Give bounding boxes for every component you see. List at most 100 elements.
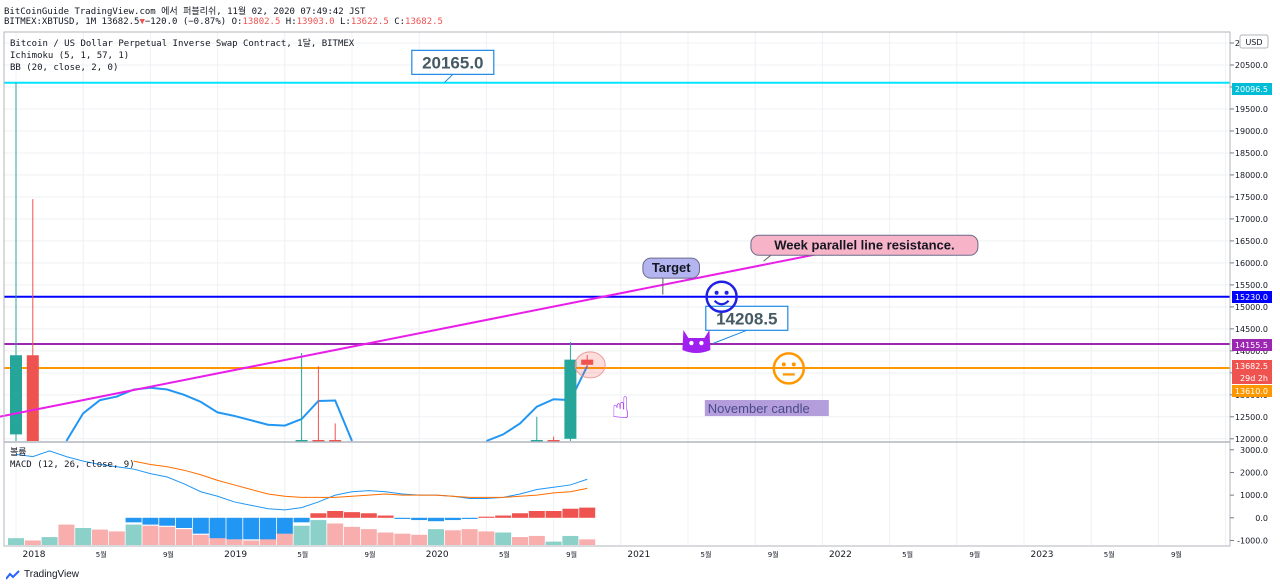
candle-body[interactable] [329, 440, 342, 442]
y-tick-label: 19000.0 [1235, 127, 1268, 136]
horizontal-lines[interactable] [4, 81, 1230, 369]
y-tick-label: 12000.0 [1235, 435, 1268, 444]
x-tick-label: 9월 [768, 550, 779, 559]
candle-body[interactable] [564, 359, 577, 439]
change-label: −120.0 (−0.87%) [144, 17, 227, 27]
volume-bar [562, 535, 579, 545]
legend-volume[interactable]: 볼륨 [10, 447, 27, 458]
price-callout-box[interactable] [411, 49, 495, 75]
y-tick-label: 16500.0 [1235, 237, 1268, 246]
y-tick-label: 16000.0 [1235, 259, 1268, 268]
symbol-label: BITMEX:XBTUSD, 1M 13682.5 [4, 17, 140, 27]
legend-macd[interactable]: MACD (12, 26, close, 9) [10, 460, 135, 470]
x-tick-label: 2019 [224, 550, 247, 560]
price-label-box [1232, 291, 1272, 303]
volume-bar [108, 531, 125, 545]
candles[interactable] [10, 82, 594, 442]
volume-bar [478, 531, 495, 545]
price-callout-box[interactable] [705, 305, 789, 331]
face-eye [781, 362, 786, 367]
down-arrow-icon: ▼ [139, 17, 145, 27]
price-label-box [1232, 372, 1272, 384]
cat-eye [699, 340, 704, 346]
x-tick-label: 2022 [829, 550, 852, 560]
volume-bar [495, 532, 512, 545]
x-tick-label: 9월 [163, 550, 174, 559]
volume-bar [209, 537, 226, 545]
x-tick-label: 5월 [96, 550, 107, 559]
x-tick-label: 5월 [902, 550, 913, 559]
trend-line[interactable] [0, 242, 873, 418]
price-label: 29d 2h [1240, 374, 1268, 383]
footer-brand[interactable]: TradingView [6, 569, 79, 580]
y-tick-label: 12500.0 [1235, 413, 1268, 422]
time-axis[interactable]: 2018 5월 9월 2019 5월 9월 2020 5월 9월 2021 5월 9월 2022 5월 9월… [23, 550, 1182, 560]
macd-bar [461, 517, 478, 519]
price-label: 13682.5 [1235, 362, 1268, 371]
currency-button[interactable]: USD [1239, 34, 1269, 49]
price-label-box [1232, 385, 1272, 397]
candle-body[interactable] [312, 440, 325, 442]
volume-bar [528, 535, 545, 545]
bollinger-line [65, 365, 589, 442]
macd-bar [344, 512, 360, 518]
face-mouth [713, 299, 730, 306]
x-tick-label: 9월 [566, 550, 577, 559]
callout-pointer [713, 329, 747, 344]
macd-bar [226, 517, 243, 540]
price-axis[interactable]: 21000.020500.020000.019500.019000.018500… [1230, 39, 1272, 545]
y-tick-label: 17500.0 [1235, 193, 1268, 202]
price-label: 20096.5 [1235, 85, 1268, 94]
volume-bar [411, 534, 428, 545]
x-tick-label: 2020 [426, 550, 449, 560]
annotations[interactable]: 20165.0 14208.5 Target Week parallel line r… [411, 49, 979, 417]
candle-body[interactable] [10, 355, 22, 435]
price-callout-text: 20165.0 [422, 53, 483, 72]
macd-pane [8, 450, 596, 545]
x-tick-label: 2018 [23, 550, 46, 560]
volume-bar [545, 541, 562, 545]
open-label: O: [231, 17, 243, 27]
legend-ichimoku[interactable]: Ichimoku (5, 1, 57, 1) [10, 51, 129, 61]
macd-bar [495, 515, 512, 518]
callout-pointer [763, 254, 772, 262]
candle-body[interactable] [26, 355, 39, 441]
cat-face-icon [682, 330, 711, 354]
face-eye [714, 290, 719, 295]
legend-title: Bitcoin / US Dollar Perpetual Inverse Sw… [10, 37, 355, 49]
label-callout-box[interactable] [642, 257, 701, 279]
macd-bar [428, 517, 444, 522]
volume-bar [310, 520, 327, 545]
close-value: 13682.5 [405, 17, 443, 27]
y-tick-label: 19500.0 [1235, 105, 1268, 114]
candle-body[interactable] [530, 440, 543, 442]
grid [4, 32, 1230, 545]
macd-bar [528, 511, 545, 518]
highlight-circle [574, 351, 606, 379]
macd-bar [327, 511, 344, 518]
legend-bb[interactable]: BB (20, close, 2, 0) [10, 63, 118, 73]
volume-bar [444, 530, 461, 545]
volume-bar [75, 528, 92, 545]
volume-bar [428, 529, 444, 545]
brand-name: TradingView [24, 569, 80, 580]
candle-body[interactable] [547, 440, 560, 442]
macd-bar [394, 517, 411, 519]
candle-body[interactable] [581, 359, 594, 365]
macd-bar [159, 517, 176, 526]
candle-body[interactable] [295, 440, 308, 442]
x-tick-label: 9월 [365, 550, 376, 559]
macd-bar [562, 508, 579, 518]
x-tick-label: 5월 [499, 550, 510, 559]
macd-series-line [133, 460, 588, 498]
volume-bar [360, 529, 377, 545]
label-callout-box[interactable] [750, 234, 979, 256]
ohlc-line: BITMEX:XBTUSD, 1M 13682.5▼−120.0 (−0.87%… [4, 17, 443, 27]
volume-bar [226, 539, 243, 545]
text-box[interactable] [704, 400, 829, 417]
macd-bar [142, 517, 159, 525]
price-callout-text: 14208.5 [716, 309, 777, 328]
trend-line[interactable] [0, 242, 873, 418]
label-callout-text: Week parallel line resistance. [774, 237, 954, 252]
